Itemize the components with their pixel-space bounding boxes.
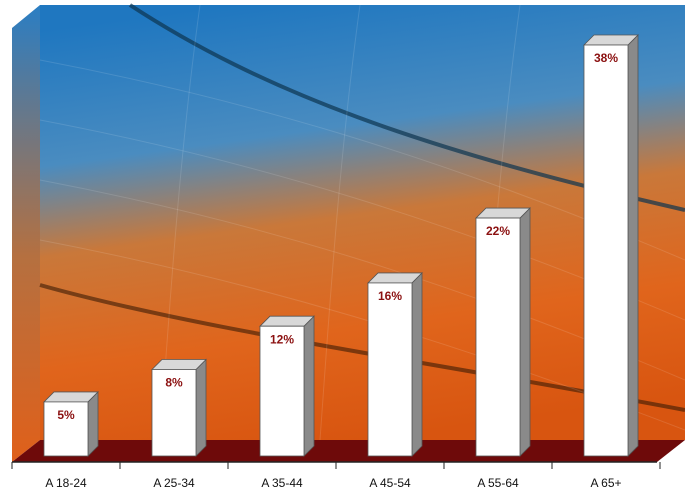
bar-side [195, 358, 207, 457]
x-tick-label: A 45-54 [369, 476, 411, 490]
x-tick-label: A 18-24 [45, 476, 87, 490]
bar [367, 282, 413, 457]
x-tick-label: A 25-34 [153, 476, 195, 490]
wall-swirl [39, 283, 685, 412]
bar [583, 44, 629, 457]
bar-side [87, 390, 99, 457]
value-label: 16% [378, 289, 402, 303]
bar-top [259, 315, 315, 327]
bar-top [151, 359, 207, 370]
bar [475, 217, 521, 457]
bar-side [627, 34, 639, 457]
bar [151, 369, 197, 457]
value-label: 8% [165, 376, 183, 390]
side-wall [12, 5, 40, 462]
value-label: 38% [594, 51, 618, 65]
bar-top [475, 207, 531, 219]
bar-top [367, 272, 423, 284]
wall-swirl [128, 3, 685, 212]
bar-top [583, 34, 639, 46]
bar-side [303, 315, 315, 457]
bar-top [43, 391, 99, 403]
bar-side [411, 271, 423, 457]
value-label: 5% [57, 408, 75, 422]
x-tick-label: A 35-44 [261, 476, 303, 490]
value-label: 12% [270, 332, 294, 346]
value-label: 22% [486, 224, 510, 238]
x-tick-label: A 55-64 [477, 476, 519, 490]
bar [43, 401, 89, 457]
x-tick-label: A 65+ [590, 476, 621, 490]
bar [259, 325, 305, 457]
bar-side [519, 207, 531, 457]
